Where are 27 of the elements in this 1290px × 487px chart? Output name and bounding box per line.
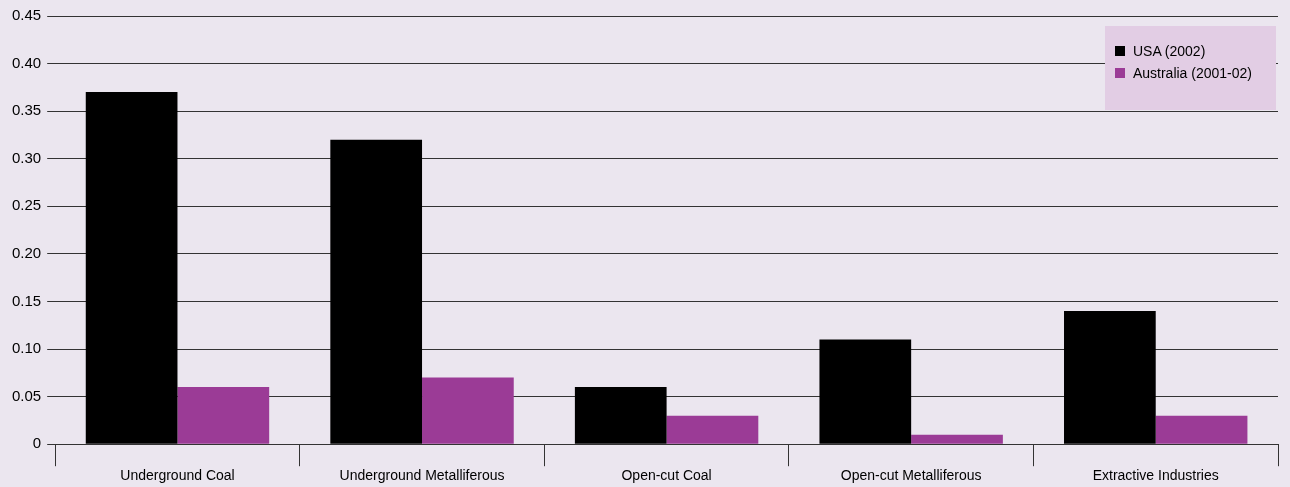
y-tick-label: 0.40: [11, 53, 42, 71]
x-tick-label: Underground Metalliferous: [339, 467, 505, 484]
y-tick-label: 0.15: [11, 291, 42, 309]
bar: [819, 339, 912, 444]
y-tick-label: 0.35: [11, 101, 42, 119]
bar: [1064, 310, 1156, 444]
y-tick-label: 0: [32, 434, 42, 452]
bar: [330, 139, 423, 444]
y-tick-label: 0.05: [11, 386, 42, 404]
x-tick-label: Open-cut Coal: [621, 467, 712, 484]
bar: [85, 92, 178, 444]
legend-label: USA (2002): [1132, 43, 1206, 59]
x-tick-label: Extractive Industries: [1092, 467, 1219, 484]
y-tick-label: 0.25: [11, 196, 42, 214]
bar: [574, 387, 667, 444]
legend-label: Australia (2001-02): [1132, 65, 1252, 81]
bar: [666, 415, 759, 444]
bar: [911, 434, 1003, 444]
y-tick-label: 0.45: [11, 6, 42, 24]
x-tick-label: Open-cut Metalliferous: [840, 467, 982, 484]
y-tick-label: 0.10: [11, 339, 42, 357]
x-tick-label: Underground Coal: [120, 467, 235, 484]
bar: [177, 387, 270, 444]
bar: [1155, 415, 1248, 444]
y-tick-label: 0.30: [11, 148, 42, 166]
y-tick-label: 0.20: [11, 244, 42, 262]
bar: [422, 377, 514, 444]
